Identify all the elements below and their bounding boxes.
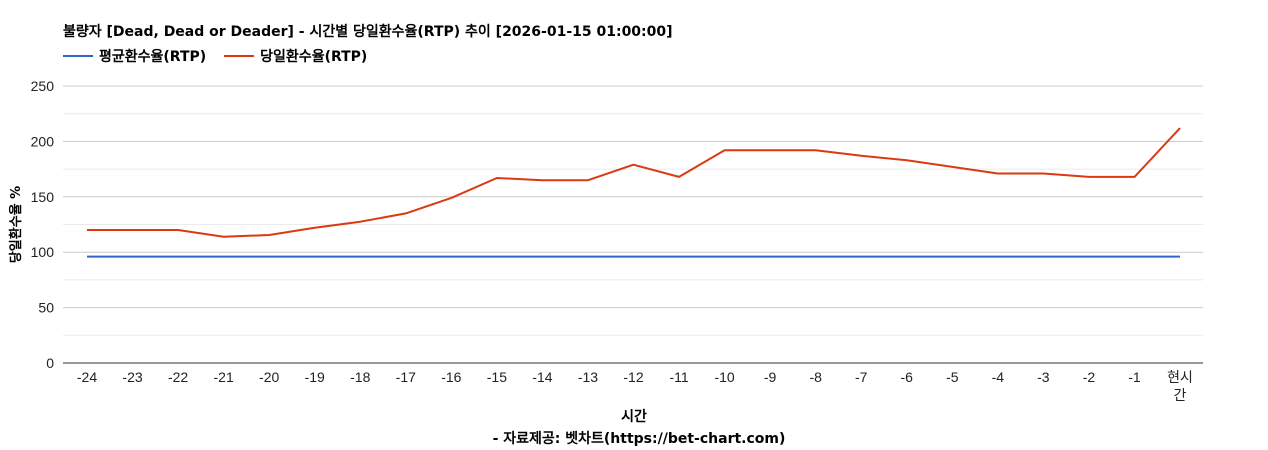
legend-label-average-rtp: 평균환수율(RTP) — [99, 49, 207, 65]
chart-legend: 평균환수율(RTP) 당일환수율(RTP) — [63, 46, 367, 66]
x-tick-label: -23 — [122, 369, 142, 385]
x-tick-label: -2 — [1083, 369, 1096, 385]
legend-item-daily-rtp[interactable]: 당일환수율(RTP) — [224, 46, 367, 66]
x-axis-title: 시간 — [621, 409, 647, 425]
x-tick-label: -15 — [487, 369, 507, 385]
data-source-credit: - 자료제공: 벳차트(https://bet-chart.com) — [492, 431, 786, 447]
y-tick-label: 100 — [31, 244, 55, 260]
y-tick-label: 50 — [38, 300, 54, 316]
x-tick-label: -22 — [168, 369, 188, 385]
x-tick-label: -24 — [77, 369, 97, 385]
y-tick-label: 200 — [31, 133, 55, 149]
y-axis-title: 당일환수율 % — [8, 186, 24, 263]
series-line-daily-rtp[interactable] — [87, 127, 1181, 238]
x-tick-label: -5 — [946, 369, 959, 385]
x-tick-label: -21 — [214, 369, 234, 385]
x-tick-label: -8 — [809, 369, 822, 385]
x-tick-label: 현시 간 — [1167, 369, 1193, 403]
x-tick-label: -4 — [992, 369, 1005, 385]
legend-item-average-rtp[interactable]: 평균환수율(RTP) — [63, 46, 206, 66]
x-tick-label: -10 — [714, 369, 734, 385]
x-tick-label: -1 — [1128, 369, 1141, 385]
y-tick-label: 0 — [46, 355, 54, 371]
x-tick-label: -16 — [441, 369, 461, 385]
x-tick-label: -12 — [623, 369, 643, 385]
x-tick-label: -13 — [578, 369, 598, 385]
x-tick-label: -9 — [764, 369, 777, 385]
x-tick-label: -7 — [855, 369, 868, 385]
x-tick-label: -17 — [396, 369, 416, 385]
y-tick-label: 250 — [31, 78, 55, 94]
x-tick-label: -11 — [669, 369, 688, 385]
y-tick-label: 150 — [31, 189, 55, 205]
legend-label-daily-rtp: 당일환수율(RTP) — [260, 49, 368, 65]
chart-title: 불량자 [Dead, Dead or Deader] - 시간별 당일환수율(R… — [63, 24, 673, 40]
x-tick-label: -20 — [259, 369, 279, 385]
legend-swatch-blue-line-icon — [63, 55, 93, 57]
x-tick-label: -18 — [350, 369, 370, 385]
legend-swatch-red-line-icon — [224, 55, 255, 57]
x-tick-label: -19 — [305, 369, 325, 385]
x-tick-label: -3 — [1037, 369, 1050, 385]
x-tick-label: -6 — [901, 369, 914, 385]
x-tick-label: -14 — [532, 369, 552, 385]
